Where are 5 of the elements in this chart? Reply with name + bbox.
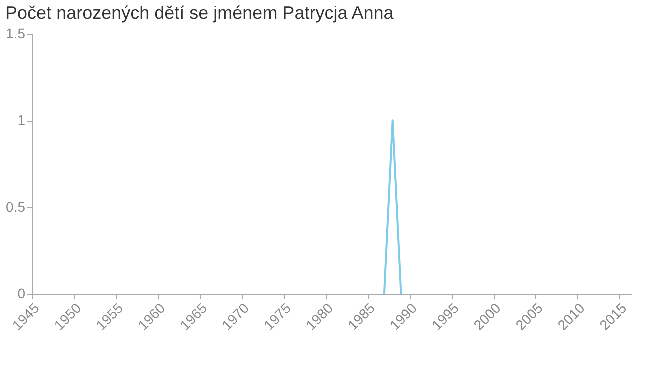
- y-tick-label: 0.5: [6, 198, 26, 215]
- chart-title: Počet narozených dětí se jménem Patrycja Anna: [6, 3, 395, 23]
- y-tick-label: 1.5: [6, 26, 26, 42]
- y-tick-label: 0: [18, 286, 26, 302]
- y-tick-label: 1: [18, 112, 26, 128]
